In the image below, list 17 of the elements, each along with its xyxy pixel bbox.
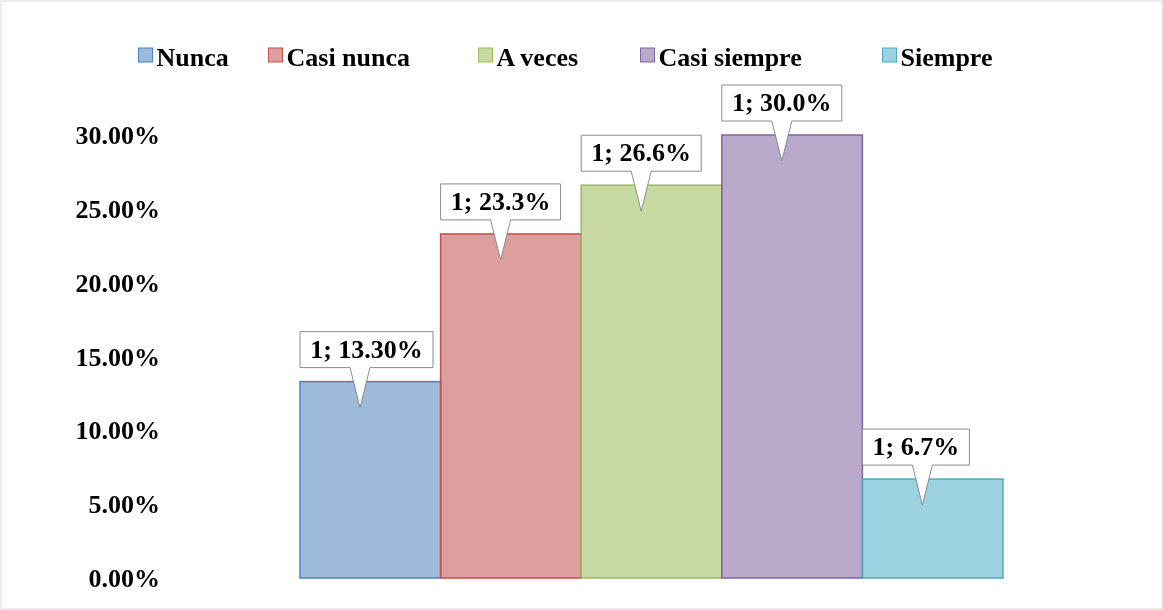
legend-label: Siempre: [900, 43, 993, 73]
legend-label: A veces: [496, 43, 579, 73]
y-tick-label: 10.00%: [75, 416, 160, 446]
y-tick-label: 20.00%: [75, 268, 160, 298]
legend-label: Casi siempre: [658, 43, 802, 73]
data-label: 1; 6.7%: [872, 432, 960, 462]
data-label: 1; 23.3%: [450, 186, 551, 216]
data-label: 1; 30.0%: [731, 88, 832, 117]
data-label: 1; 13.30%: [310, 334, 423, 364]
y-tick-label: 0.00%: [88, 564, 160, 594]
legend-label: Casi nunca: [286, 43, 411, 73]
y-tick-label: 15.00%: [75, 342, 160, 372]
y-tick-label: 5.00%: [88, 490, 160, 520]
legend-label: Nunca: [156, 43, 229, 73]
y-tick-label: 30.00%: [75, 121, 160, 151]
data-label: 1; 26.6%: [591, 138, 692, 168]
y-tick-label: 25.00%: [75, 194, 160, 224]
